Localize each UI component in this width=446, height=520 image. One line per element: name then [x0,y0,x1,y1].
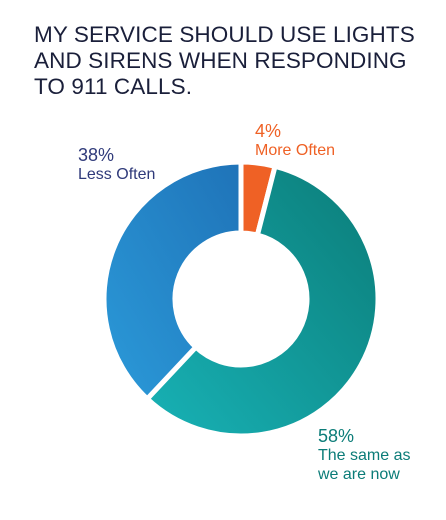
chart-title-line-3: TO 911 CALLS. [34,74,193,99]
donut-slice-less-often [101,159,244,403]
slice-label-more-often: 4% More Often [255,121,335,160]
donut-slice-same-as-now [143,163,381,439]
chart-title-line-1: MY SERVICE SHOULD USE LIGHTS [34,22,415,47]
slice-label-less-often: 38% Less Often [78,145,155,184]
donut-slices [101,159,381,439]
slice-label-more-often-percent: 4% [255,121,282,141]
slice-label-less-often-percent: 38% [78,145,115,165]
chart-title-line-2: AND SIRENS WHEN RESPONDING [34,48,407,73]
slice-label-same-as-now-percent: 58% [318,426,355,446]
slice-label-more-often-text: More Often [255,142,336,159]
slice-label-same-as-now-text-line-1: The same as [318,447,411,464]
slice-label-same-as-now: 58% The same as we are now [318,426,410,484]
slice-label-same-as-now-text-line-2: we are now [318,466,400,483]
chart-title: MY SERVICE SHOULD USE LIGHTS AND SIRENS … [34,22,424,100]
slice-label-less-often-text: Less Often [78,166,156,183]
